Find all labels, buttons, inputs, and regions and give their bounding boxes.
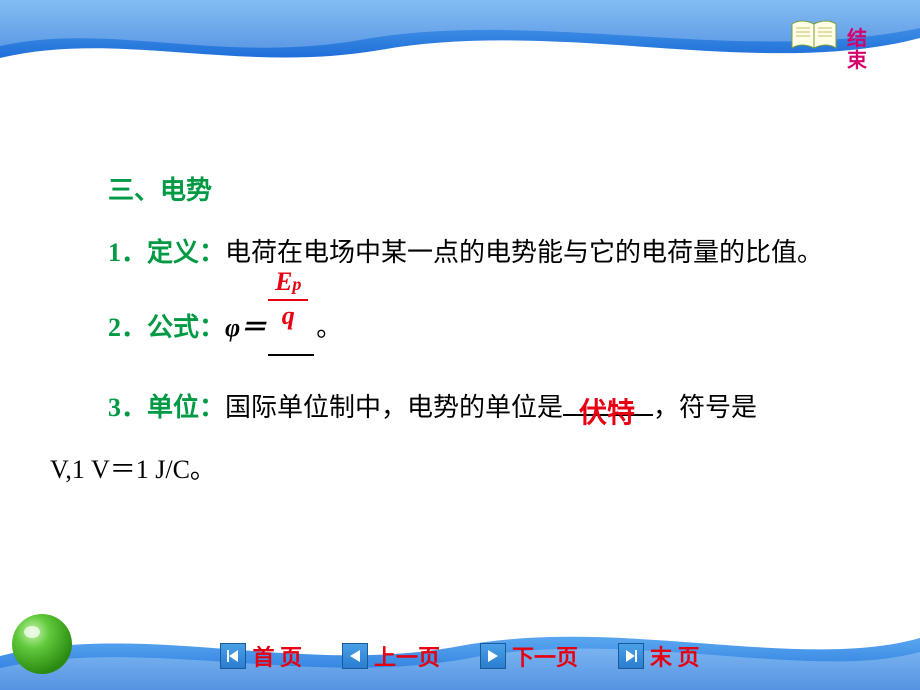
item1-text: 电荷在电场中某一点的电势能与它的电荷量的比值。 <box>225 238 823 267</box>
slide-nav: 首 页 上一页 下一页 末 页 <box>0 634 920 678</box>
formula-paragraph: 2．公式：φ＝Epq。 <box>50 297 870 377</box>
nav-next-button[interactable]: 下一页 <box>480 640 578 672</box>
section-heading: 三、电势 <box>108 160 870 222</box>
item3-text1: 国际单位制中，电势的单位是 <box>225 393 563 422</box>
item3-text2: ，符号是 <box>653 393 757 422</box>
nav-first-icon <box>220 643 246 669</box>
nav-next-icon <box>480 643 506 669</box>
nav-first-button[interactable]: 首 页 <box>220 640 302 672</box>
nav-prev-button[interactable]: 上一页 <box>342 640 440 672</box>
end-corner-label[interactable]: 结束 <box>846 28 868 72</box>
unit-blank-underline: 伏特 <box>563 388 653 416</box>
item2-after: 。 <box>316 313 342 342</box>
nav-last-label: 末 页 <box>650 640 700 672</box>
unit-fill-answer: 伏特 <box>579 380 635 447</box>
item3-label: 3．单位： <box>108 393 225 422</box>
book-icon <box>788 18 840 54</box>
nav-prev-label: 上一页 <box>374 640 440 672</box>
nav-next-label: 下一页 <box>512 640 578 672</box>
nav-prev-icon <box>342 643 368 669</box>
unit-line3: V,1 V＝1 J/C。 <box>50 439 870 501</box>
nav-first-label: 首 页 <box>252 640 302 672</box>
item1-label: 1．定义： <box>108 238 225 267</box>
top-wave-banner <box>0 0 920 100</box>
formula-blank-underline <box>268 330 314 356</box>
phi-equals: φ＝ <box>225 313 266 342</box>
slide-content: 三、电势 1．定义：电荷在电场中某一点的电势能与它的电荷量的比值。 2．公式：φ… <box>50 160 870 502</box>
item2-label: 2．公式： <box>108 313 225 342</box>
unit-paragraph: 3．单位：国际单位制中，电势的单位是伏特，符号是 <box>50 377 870 439</box>
nav-last-icon <box>618 643 644 669</box>
definition-paragraph: 1．定义：电荷在电场中某一点的电势能与它的电荷量的比值。 <box>50 222 870 284</box>
nav-last-button[interactable]: 末 页 <box>618 640 700 672</box>
formula-fraction: Epq <box>268 267 308 331</box>
